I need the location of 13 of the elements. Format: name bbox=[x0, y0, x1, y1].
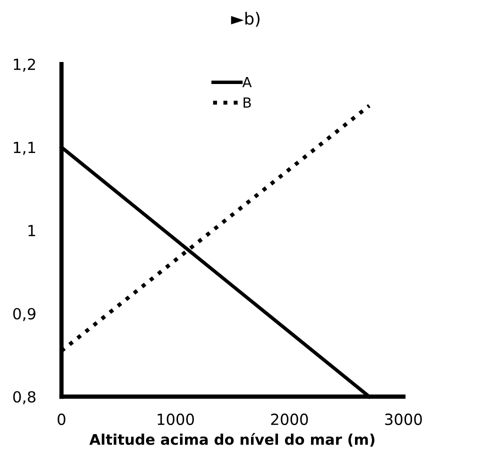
y-tick-label: 1,1 bbox=[14, 142, 36, 155]
x-tick-label: 2000 bbox=[271, 414, 308, 426]
y-tick-label: 1 bbox=[28, 225, 36, 236]
legend-label: B bbox=[244, 97, 251, 108]
y-tick-label: 1,2 bbox=[14, 58, 35, 72]
chart-title: ►b) bbox=[231, 12, 260, 27]
x-tick-label: 0 bbox=[58, 414, 66, 426]
x-tick-label: 3000 bbox=[385, 414, 422, 426]
x-axis-title: Altitude acima do nível do mar (m) bbox=[89, 433, 374, 447]
y-tick-label: 0,9 bbox=[13, 308, 36, 322]
legend-label: A bbox=[242, 77, 252, 88]
x-tick-label: 1000 bbox=[158, 414, 194, 426]
y-tick-label: 0,8 bbox=[13, 391, 36, 404]
